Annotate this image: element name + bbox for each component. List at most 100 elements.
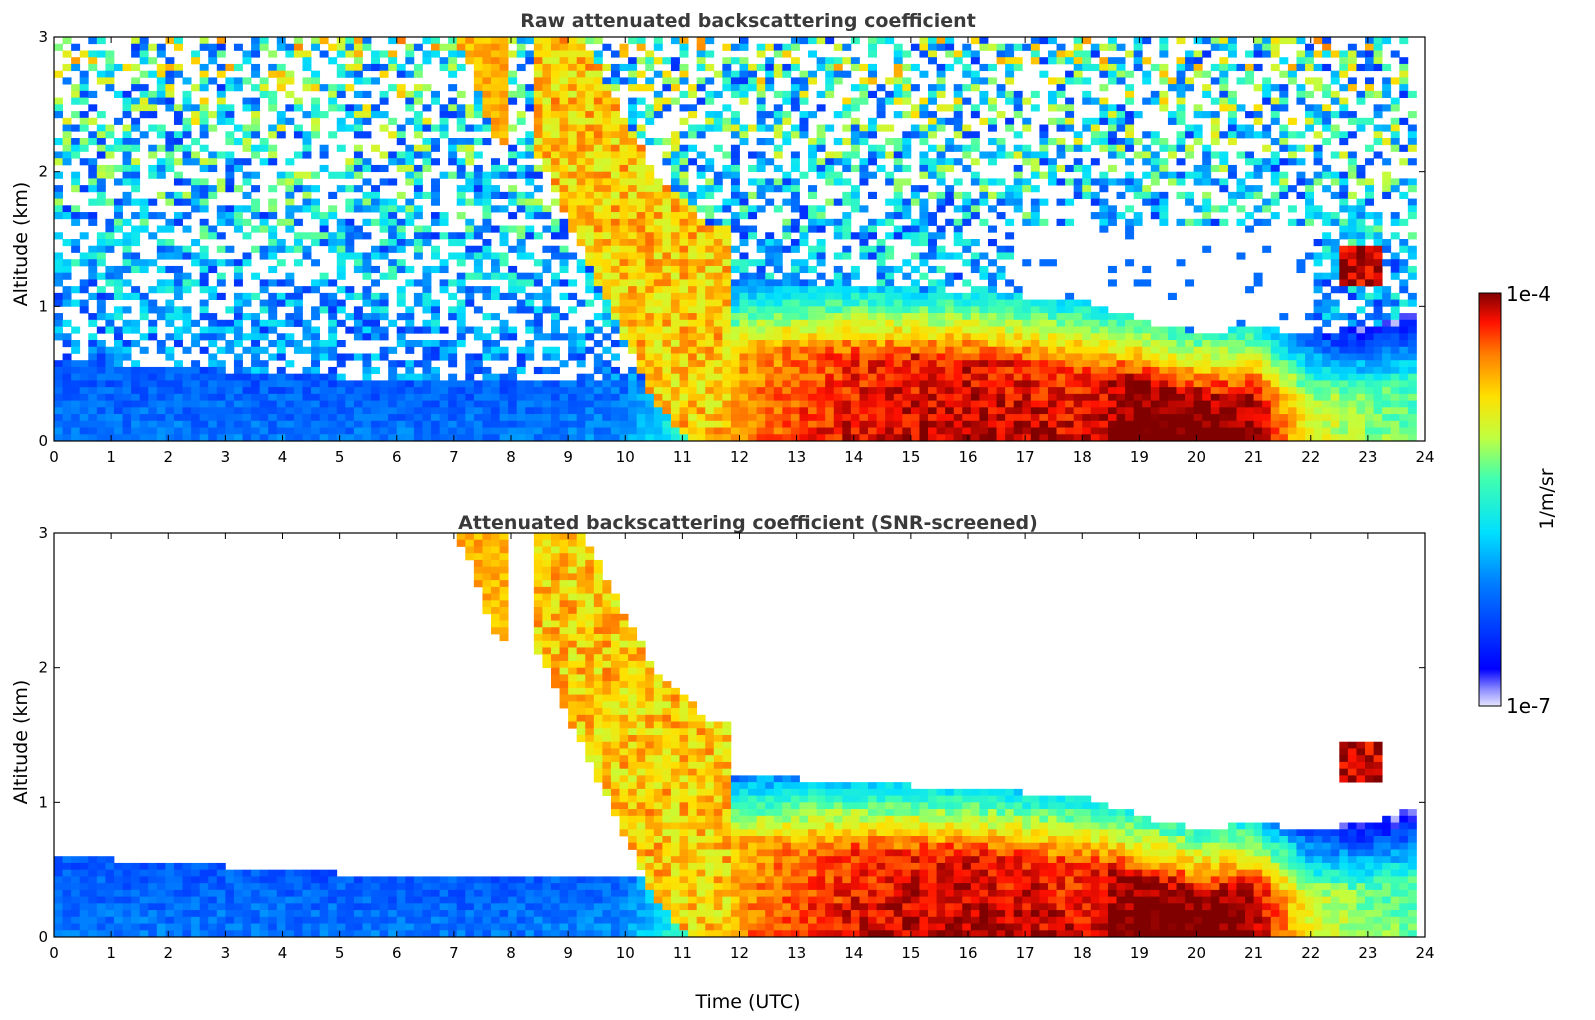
raw-heatmap-cell — [799, 366, 809, 375]
raw-heatmap-cell — [379, 90, 389, 98]
raw-heatmap-cell — [756, 84, 766, 92]
raw-heatmap-cell — [885, 387, 895, 395]
raw-heatmap-cell — [928, 393, 937, 401]
raw-heatmap-cell — [525, 420, 535, 428]
raw-heatmap-cell — [131, 84, 141, 92]
raw-heatmap-cell — [259, 84, 269, 92]
raw-heatmap-cell — [191, 158, 201, 166]
raw-heatmap-cell — [173, 138, 183, 146]
raw-heatmap-cell — [542, 366, 552, 375]
raw-heatmap-cell — [525, 171, 535, 179]
raw-heatmap-cell — [336, 218, 346, 226]
raw-heatmap-cell — [1005, 245, 1015, 253]
raw-heatmap-cell — [713, 333, 723, 341]
panel-raw: Raw attenuated backscattering coefficien… — [10, 10, 1435, 466]
raw-heatmap-cell — [139, 387, 149, 395]
raw-heatmap-cell — [868, 366, 877, 375]
raw-heatmap-cell — [550, 393, 560, 401]
raw-heatmap-cell — [499, 333, 509, 341]
raw-heatmap-cell — [722, 225, 732, 233]
raw-heatmap-cell — [962, 259, 972, 267]
raw-heatmap-cell — [799, 373, 809, 381]
raw-heatmap-cell — [62, 299, 72, 307]
raw-heatmap-cell — [662, 239, 672, 247]
raw-heatmap-cell — [610, 434, 620, 442]
raw-heatmap-cell — [713, 232, 723, 240]
raw-heatmap-cell — [833, 326, 843, 334]
raw-heatmap-cell — [276, 171, 286, 179]
raw-heatmap-cell — [645, 420, 655, 428]
raw-heatmap-cell — [88, 340, 98, 348]
raw-heatmap-cell — [491, 265, 500, 274]
raw-heatmap-cell — [182, 387, 192, 395]
raw-heatmap-cell — [88, 212, 98, 220]
raw-heatmap-cell — [593, 272, 603, 280]
raw-heatmap-cell — [1065, 366, 1075, 375]
raw-heatmap-cell — [696, 272, 706, 280]
raw-heatmap-cell — [191, 279, 201, 287]
raw-heatmap-cell — [302, 407, 312, 415]
raw-heatmap-cell — [902, 420, 912, 428]
raw-heatmap-cell — [593, 427, 603, 435]
raw-heatmap-cell — [782, 313, 792, 321]
raw-heatmap-cell — [585, 104, 595, 112]
raw-heatmap-cell — [653, 272, 663, 280]
raw-heatmap-cell — [739, 326, 749, 334]
raw-heatmap-cell — [910, 340, 920, 348]
raw-heatmap-cell — [1005, 333, 1015, 341]
raw-heatmap-cell — [1022, 400, 1032, 408]
raw-heatmap-cell — [645, 346, 655, 354]
raw-heatmap-cell — [388, 63, 398, 72]
raw-heatmap-cell — [610, 138, 620, 146]
raw-heatmap-cell — [1065, 104, 1075, 112]
raw-heatmap-cell — [54, 171, 63, 179]
raw-heatmap-cell — [859, 252, 869, 260]
raw-heatmap-cell — [576, 225, 586, 233]
raw-heatmap-cell — [516, 232, 526, 240]
raw-heatmap-cell — [979, 414, 989, 422]
raw-heatmap-cell — [379, 380, 389, 388]
raw-heatmap-cell — [765, 319, 775, 327]
raw-heatmap-cell — [396, 420, 406, 428]
raw-heatmap-cell — [722, 205, 732, 213]
raw-heatmap-cell — [199, 70, 209, 78]
raw-heatmap-cell — [739, 360, 749, 368]
raw-heatmap-cell — [482, 373, 492, 381]
raw-heatmap-cell — [71, 286, 81, 294]
raw-heatmap-cell — [559, 232, 569, 240]
raw-heatmap-cell — [928, 414, 937, 422]
raw-heatmap-cell — [71, 360, 81, 368]
raw-heatmap-cell — [456, 111, 466, 119]
raw-heatmap-cell — [131, 77, 141, 85]
raw-heatmap-cell — [465, 286, 475, 294]
raw-heatmap-cell — [268, 252, 278, 260]
raw-heatmap-cell — [910, 218, 920, 226]
raw-heatmap-cell — [242, 144, 252, 152]
raw-heatmap-cell — [1073, 387, 1083, 395]
raw-heatmap-cell — [336, 239, 346, 247]
raw-heatmap-cell — [285, 43, 295, 51]
raw-heatmap-cell — [705, 97, 715, 105]
raw-heatmap-cell — [928, 43, 937, 51]
raw-heatmap-cell — [987, 373, 997, 381]
raw-heatmap-cell — [336, 124, 346, 132]
raw-heatmap-cell — [311, 427, 321, 435]
raw-heatmap-cell — [302, 414, 312, 422]
raw-heatmap-cell — [233, 387, 243, 395]
raw-heatmap-cell — [748, 340, 758, 348]
raw-heatmap-cell — [542, 393, 552, 401]
raw-heatmap-cell — [679, 353, 689, 361]
raw-heatmap-cell — [148, 373, 158, 381]
raw-heatmap-cell — [251, 313, 261, 321]
raw-heatmap-cell — [773, 117, 783, 125]
raw-heatmap-cell — [568, 414, 578, 422]
raw-heatmap-cell — [859, 427, 869, 435]
raw-heatmap-cell — [473, 326, 483, 334]
raw-heatmap-cell — [379, 393, 389, 401]
raw-heatmap-cell — [619, 313, 629, 321]
raw-heatmap-cell — [491, 259, 500, 267]
raw-heatmap-cell — [713, 380, 723, 388]
raw-heatmap-cell — [319, 37, 329, 45]
raw-heatmap-cell — [345, 434, 355, 442]
raw-heatmap-cell — [902, 326, 912, 334]
